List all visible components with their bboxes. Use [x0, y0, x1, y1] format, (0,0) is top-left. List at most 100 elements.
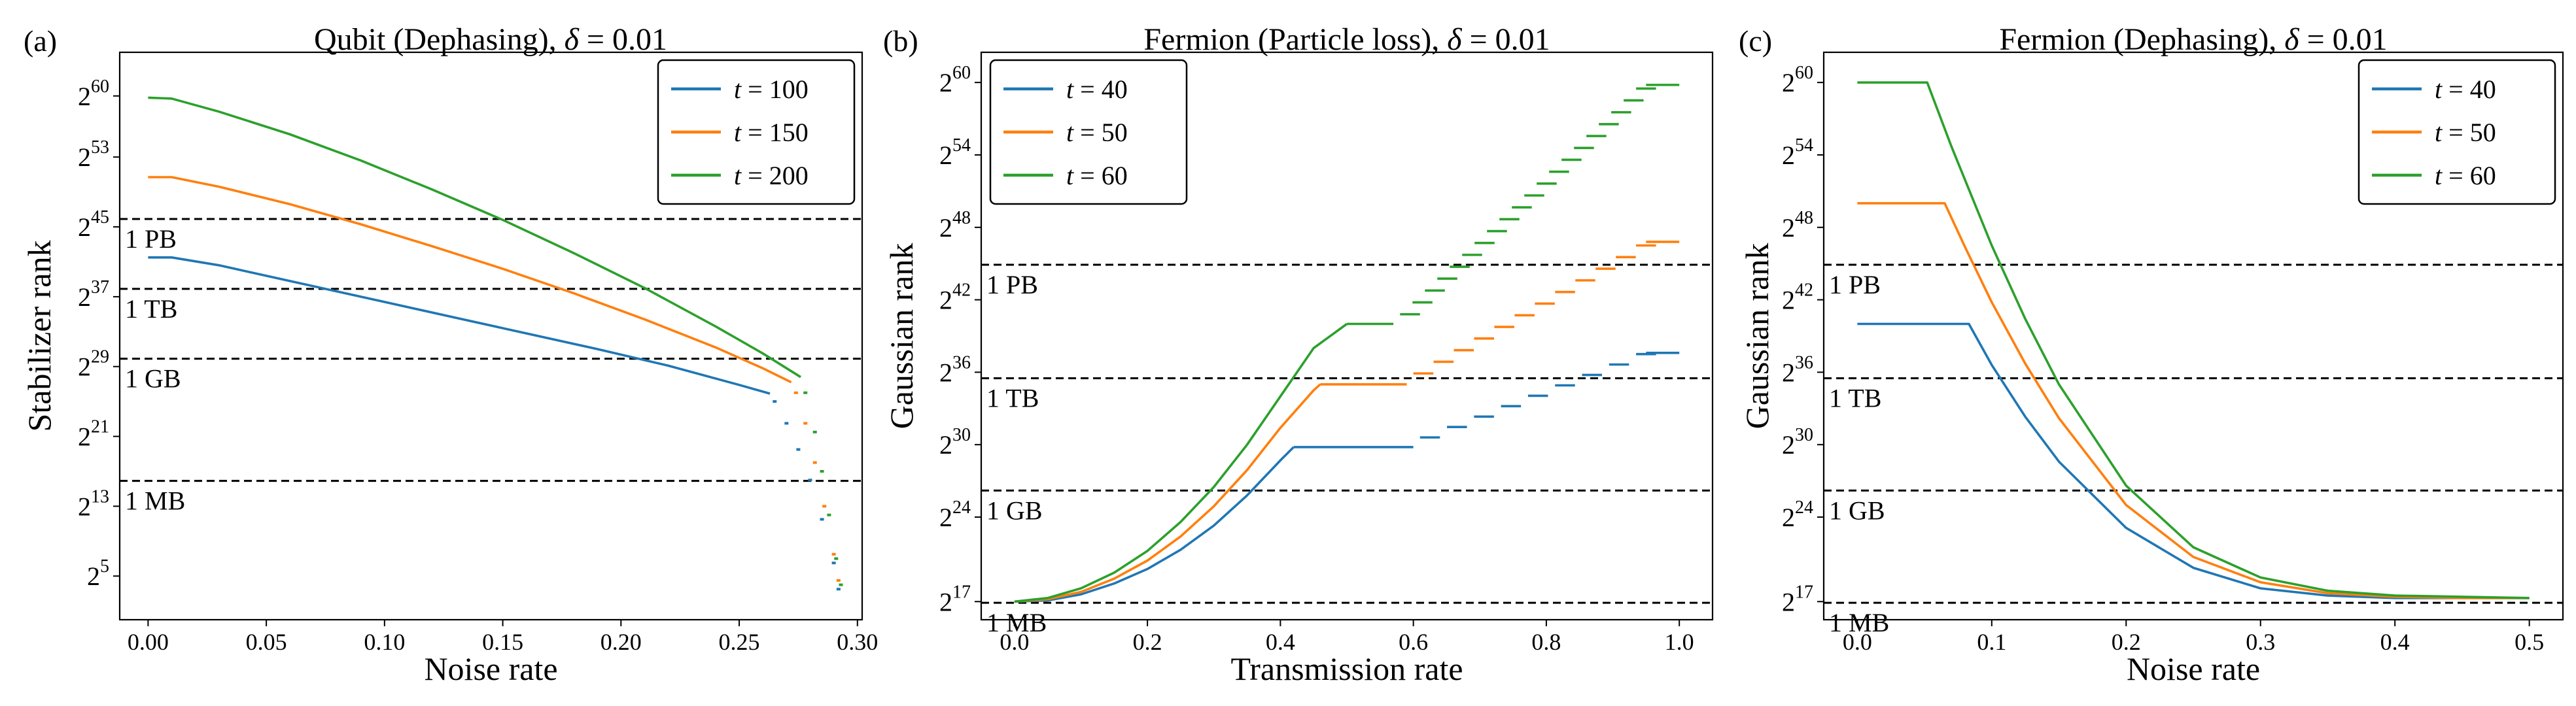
- y-tick-exponent: 36: [1795, 352, 1813, 373]
- y-tick-exponent: 48: [952, 208, 971, 228]
- y-tick-label: 25: [87, 556, 109, 591]
- series-line-t-100: [148, 256, 771, 395]
- legend-symbol: t: [1066, 118, 1074, 147]
- legend-equals: =: [1073, 161, 1102, 190]
- y-tick-exponent: 5: [100, 556, 109, 577]
- legend: t = 40t = 50t = 60: [2358, 59, 2556, 205]
- y-tick-base: 2: [78, 422, 91, 452]
- y-tick-label: 229: [78, 347, 109, 382]
- plot-area: [1857, 81, 2530, 599]
- legend: t = 100 t = 150 t = 200: [657, 59, 856, 205]
- y-tick-label: 248: [939, 208, 971, 243]
- y-tick-base: 2: [939, 68, 952, 97]
- y-axis-label: Stabilizer rank: [21, 241, 58, 432]
- chart-title-symbol: δ: [2284, 22, 2299, 57]
- x-tick-label: 0.00: [128, 629, 169, 655]
- legend-entry: t = 150: [734, 118, 809, 147]
- legend-value: 100: [769, 75, 809, 104]
- y-tick-base: 2: [939, 503, 952, 532]
- reference-line-label: 1 TB: [986, 384, 1039, 413]
- y-tick-exponent: 53: [91, 137, 109, 158]
- legend-equals: =: [2442, 75, 2470, 104]
- reference-line-label: 1 TB: [125, 294, 177, 324]
- reference-line-label: 1 PB: [125, 224, 177, 254]
- chart-title-value: = 0.01: [1462, 22, 1550, 57]
- y-tick-base: 2: [939, 587, 952, 616]
- chart-title-symbol: δ: [565, 22, 580, 57]
- y-tick-exponent: 45: [91, 207, 109, 227]
- y-tick-exponent: 54: [952, 135, 971, 156]
- y-tick-label: 260: [1782, 63, 1813, 97]
- chart-title: Fermion (Dephasing), δ = 0.01: [1999, 22, 2387, 57]
- y-tick-exponent: 42: [952, 280, 971, 301]
- y-tick-exponent: 30: [1795, 425, 1813, 445]
- y-tick-exponent: 48: [1795, 208, 1813, 228]
- series-line-t-150: [148, 176, 792, 384]
- x-tick-label: 0.4: [2380, 629, 2410, 655]
- y-tick-base: 2: [1782, 358, 1795, 387]
- y-tick-base: 2: [1782, 430, 1795, 460]
- y-tick-label: 242: [1782, 280, 1813, 315]
- y-tick-exponent: 30: [952, 425, 971, 445]
- legend-value: 150: [769, 118, 809, 147]
- legend-equals: =: [2442, 118, 2470, 147]
- legend-value: 60: [1102, 161, 1128, 190]
- reference-line-label: 1 GB: [125, 364, 181, 394]
- axes-frame: [118, 51, 863, 621]
- y-tick-exponent: 17: [1795, 582, 1813, 602]
- y-tick-label: 236: [1782, 352, 1813, 387]
- x-tick-label: 0.3: [2246, 629, 2275, 655]
- x-tick-label: 0.10: [364, 629, 405, 655]
- y-tick-label: 248: [1782, 208, 1813, 243]
- series-line-t-50: [1857, 202, 2530, 599]
- legend-symbol: t: [2435, 118, 2443, 147]
- y-tick-base: 2: [1782, 587, 1795, 616]
- y-tick-base: 2: [78, 212, 91, 242]
- chart-title: Qubit (Dephasing), δ = 0.01: [314, 22, 667, 57]
- panel-label: (a): [24, 24, 57, 58]
- y-tick-label: 236: [939, 352, 971, 387]
- legend-equals: =: [741, 161, 769, 190]
- y-tick-exponent: 13: [91, 486, 109, 507]
- y-tick-label: 242: [939, 280, 971, 315]
- y-tick-label: 230: [1782, 425, 1813, 460]
- axes-frame: [1822, 51, 2564, 621]
- y-tick-label: 217: [1782, 582, 1813, 616]
- reference-line-label: 1 MB: [125, 486, 185, 516]
- y-tick-base: 2: [78, 143, 91, 172]
- y-tick-base: 2: [1782, 141, 1795, 170]
- y-tick-label: 221: [78, 417, 109, 452]
- panel-label: (b): [883, 24, 918, 58]
- legend-equals: =: [741, 75, 769, 104]
- y-tick-label: 217: [939, 582, 971, 616]
- legend-symbol: t: [1066, 161, 1074, 190]
- x-tick-label: 0.0: [1000, 629, 1029, 655]
- legend-box: [989, 59, 1188, 205]
- x-tick-label: 0.6: [1399, 629, 1428, 655]
- legend-entry: t = 50: [2435, 118, 2496, 147]
- legend-entry: t = 60: [1066, 161, 1128, 190]
- y-tick-base: 2: [78, 82, 91, 111]
- legend-symbol: t: [2435, 75, 2443, 104]
- y-tick-exponent: 24: [952, 497, 971, 518]
- panel-b: (b) Fermion (Particle loss), δ = 0.01 Tran…: [883, 22, 1714, 687]
- plot-area: [148, 96, 843, 591]
- chart-title: Fermion (Particle loss), δ = 0.01: [1143, 22, 1550, 57]
- y-tick-base: 2: [939, 358, 952, 387]
- legend-entry: t = 100: [734, 75, 809, 104]
- y-tick-label: 260: [939, 63, 971, 97]
- y-tick-label: 260: [78, 76, 109, 111]
- legend-symbol: t: [1066, 75, 1074, 104]
- legend-symbol: t: [734, 161, 742, 190]
- y-tick-label: 254: [939, 135, 971, 170]
- y-tick-base: 2: [78, 282, 91, 312]
- chart-title-symbol: δ: [1447, 22, 1462, 57]
- legend-entry: t = 200: [734, 161, 809, 190]
- y-tick-label: 237: [78, 277, 109, 312]
- legend-equals: =: [1073, 75, 1102, 104]
- x-tick-label: 0.1: [1977, 629, 2006, 655]
- y-tick-base: 2: [939, 213, 952, 243]
- y-axis-label: Gaussian rank: [1739, 243, 1775, 429]
